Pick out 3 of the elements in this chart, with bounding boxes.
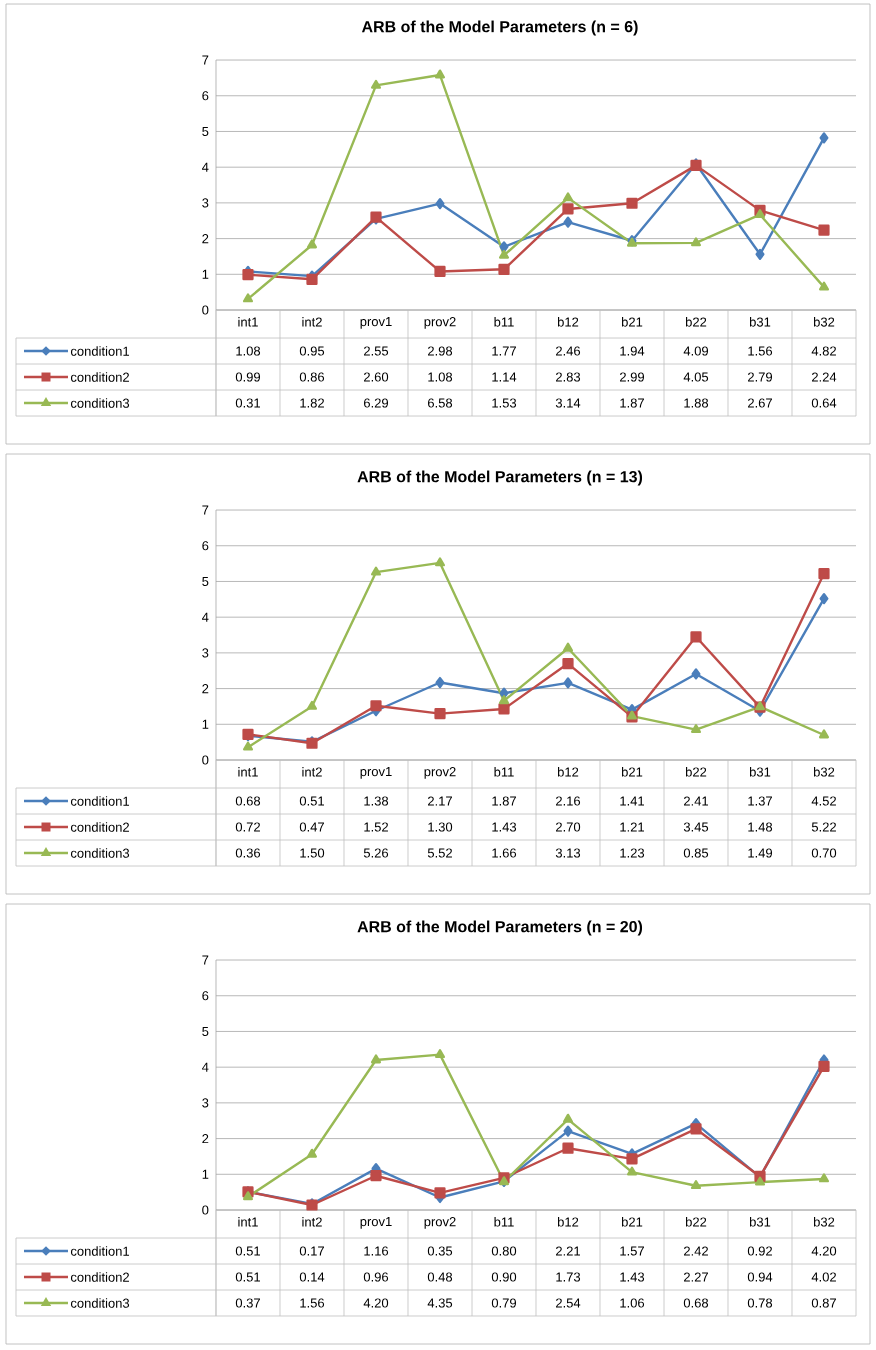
chart-title: ARB of the Model Parameters (n = 6) — [361, 20, 638, 36]
chart-title: ARB of the Model Parameters (n = 20) — [357, 920, 643, 936]
chart-title: ARB of the Model Parameters (n = 13) — [357, 470, 643, 486]
